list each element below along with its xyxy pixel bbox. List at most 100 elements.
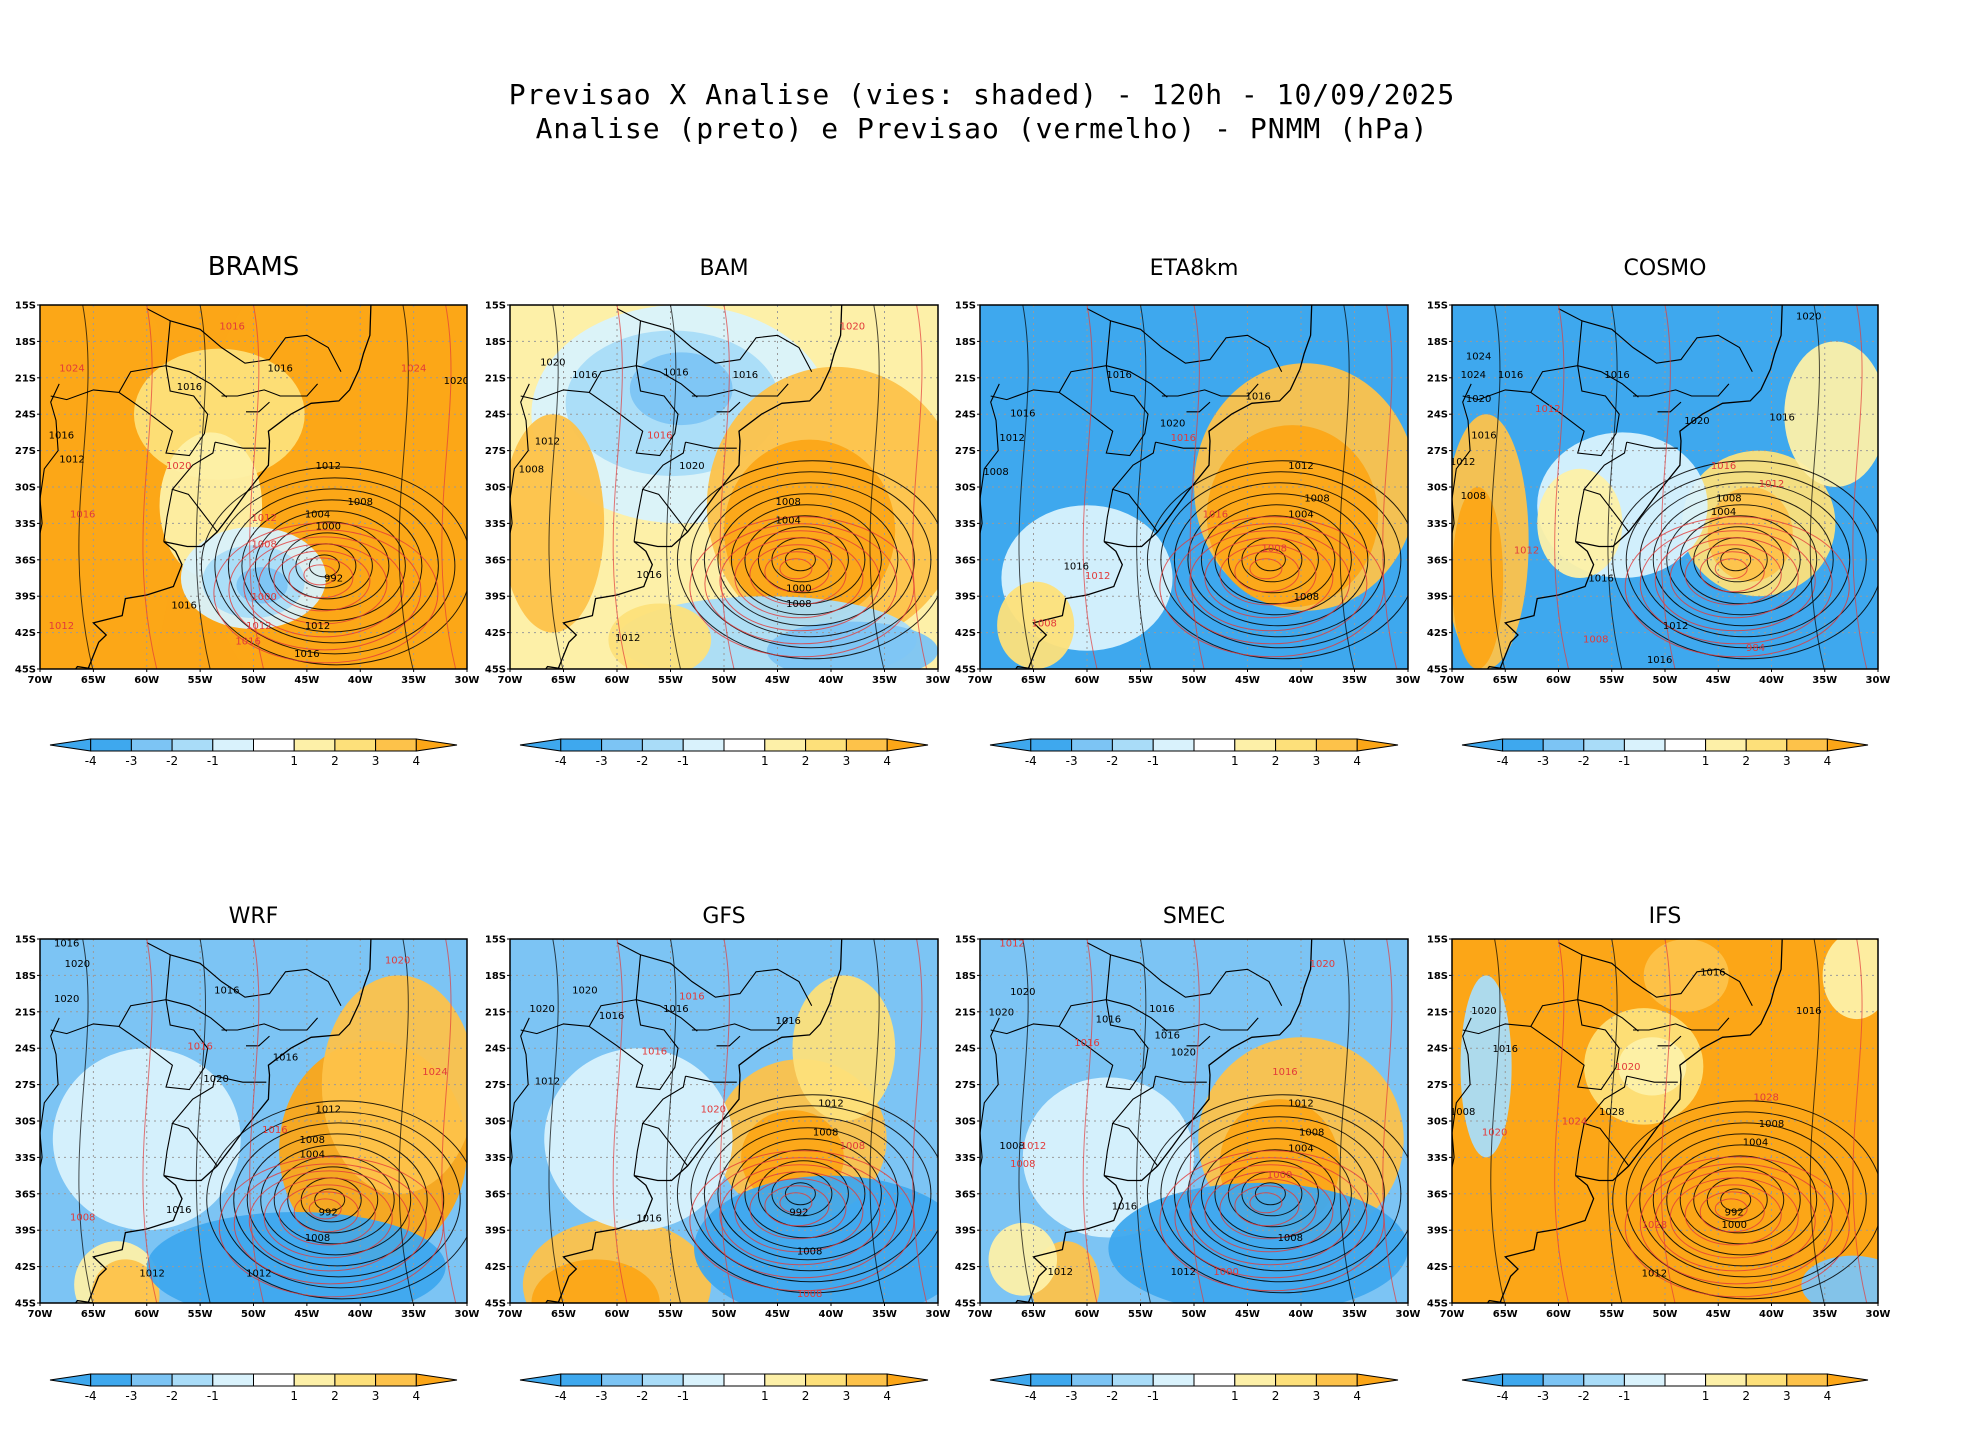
isobar-label: 1016 — [1604, 370, 1629, 381]
isobar-label: 1016 — [49, 430, 74, 441]
forecast-isobar — [233, 1163, 427, 1285]
analysis-isobar — [195, 939, 211, 1303]
map-area-wrf: 1016 1020 1016 1020 1016 1020 1016 1020 1024 1016… — [40, 939, 467, 1303]
country-border — [510, 383, 530, 537]
analysis-isobar — [1254, 1182, 1286, 1206]
colorbar-label: 2 — [331, 754, 339, 768]
country-border — [588, 999, 679, 1091]
bias-shade-0 — [1460, 975, 1512, 1158]
isobar-label: 1004 — [299, 1149, 324, 1160]
country-border — [1106, 999, 1168, 1032]
colorbar-swatch — [1623, 1373, 1666, 1387]
panel-title-eta8km: ETA8km — [1150, 256, 1239, 281]
colorbar-swatch — [1234, 738, 1277, 752]
isobar-label: 1012 — [615, 633, 640, 644]
lon-tick-label: 70W — [28, 1309, 53, 1320]
isobar-label: 1012 — [1450, 457, 1475, 468]
isobar-label: 1012 — [305, 621, 330, 632]
isobar-label: 1020 — [1171, 1047, 1196, 1058]
isobar-label: 1012 — [315, 461, 340, 472]
isobar-label: 1008 — [999, 1141, 1024, 1152]
isobar-label: 1012 — [246, 621, 271, 632]
isobar-label: 1008 — [1010, 1159, 1035, 1170]
analysis-isobar — [1625, 1111, 1867, 1289]
analysis-isobar — [1254, 548, 1286, 572]
analysis-isobar — [703, 482, 915, 638]
isobar-label: 1012 — [1048, 1267, 1073, 1278]
bias-shade-2 — [1022, 1077, 1194, 1238]
forecast-isobar — [243, 536, 405, 638]
country-border — [1106, 365, 1168, 398]
analysis-isobar — [784, 548, 816, 572]
colorbar-swatch — [1071, 1373, 1113, 1387]
colorbar-label: 4 — [1824, 1389, 1832, 1403]
lat-tick-label: 18S — [485, 337, 506, 348]
country-border — [1452, 1017, 1472, 1171]
lat-tick-label: 39S — [15, 592, 36, 603]
lat-tick-label: 21S — [1427, 1007, 1448, 1018]
forecast-isobar — [1654, 530, 1816, 632]
lat-tick-label: 21S — [15, 1007, 36, 1018]
bias-shade-1 — [321, 975, 467, 1194]
country-border — [1657, 401, 1682, 413]
analysis-isobar — [200, 466, 467, 666]
lat-tick-label: 33S — [955, 1153, 976, 1164]
isobar-label: 1000 — [786, 583, 811, 594]
colorbar-swatch — [1111, 738, 1154, 752]
isobar-label: 1020 — [1466, 394, 1491, 405]
lon-tick-label: 40W — [348, 1309, 373, 1320]
colorbar-label: 1 — [290, 1389, 298, 1403]
isobar-label: 1012 — [1171, 1267, 1196, 1278]
isobar-label: 1028 — [1753, 1092, 1778, 1103]
isobar-label: 1016 — [775, 1016, 800, 1027]
colorbar-label: -3 — [125, 1389, 137, 1403]
colorbar-label: -4 — [85, 754, 97, 768]
lon-tick-label: 35W — [1342, 1309, 1367, 1320]
lat-tick-label: 21S — [485, 1007, 506, 1018]
bias-shade-5 — [1801, 1255, 1878, 1303]
isobar-label: 1008 — [1299, 1128, 1324, 1139]
colorbar-arrow-right — [886, 1373, 929, 1387]
isobar-label: 1016 — [1096, 1015, 1121, 1026]
forecast-isobar — [1852, 305, 1868, 669]
analysis-isobar — [717, 1127, 899, 1261]
colorbar-swatch — [253, 1373, 295, 1387]
lat-tick-label: 27S — [15, 446, 36, 457]
forecast-isobar — [1219, 544, 1317, 606]
analysis-isobar — [1214, 1149, 1336, 1239]
bias-shade-2 — [133, 348, 305, 480]
analysis-isobar — [227, 488, 439, 644]
isobar-label: 1008 — [775, 497, 800, 508]
country-border — [1574, 1123, 1585, 1176]
analysis-isobar — [195, 305, 211, 669]
bias-shade-4 — [91, 1259, 160, 1303]
isobar-label: 1008 — [1304, 494, 1329, 505]
forecast-isobar — [779, 1192, 813, 1214]
lat-tick-label: 21S — [1427, 373, 1448, 384]
lon-tick-label: 35W — [401, 1309, 426, 1320]
country-border — [691, 1017, 789, 1031]
lon-tick-label: 55W — [658, 675, 683, 686]
lat-tick-label: 36S — [1427, 555, 1448, 566]
colorbar-label: 4 — [1824, 754, 1832, 768]
colorbar-label: 3 — [372, 754, 380, 768]
lon-tick-label: 65W — [1021, 675, 1046, 686]
colorbar-swatch — [1030, 1373, 1073, 1387]
colorbar-swatch — [1193, 1373, 1236, 1387]
coastline-west — [40, 346, 41, 351]
isobar-label: 1016 — [647, 430, 672, 441]
isobar-label: 1008 — [1450, 1107, 1475, 1118]
country-border — [50, 942, 171, 1035]
isobar-label: 1016 — [1647, 655, 1672, 666]
lat-tick-label: 36S — [485, 555, 506, 566]
country-border — [1583, 1075, 1630, 1167]
lon-tick-label: 35W — [872, 675, 897, 686]
country-border — [118, 365, 209, 457]
isobar-label: 1012 — [49, 621, 74, 632]
country-border — [221, 383, 319, 397]
country-border — [1462, 308, 1583, 401]
forecast-isobar — [1189, 1164, 1351, 1266]
coastline-east — [544, 939, 843, 1303]
colorbar-swatch — [1315, 1373, 1358, 1387]
isobar-label: 1024 — [59, 364, 84, 375]
